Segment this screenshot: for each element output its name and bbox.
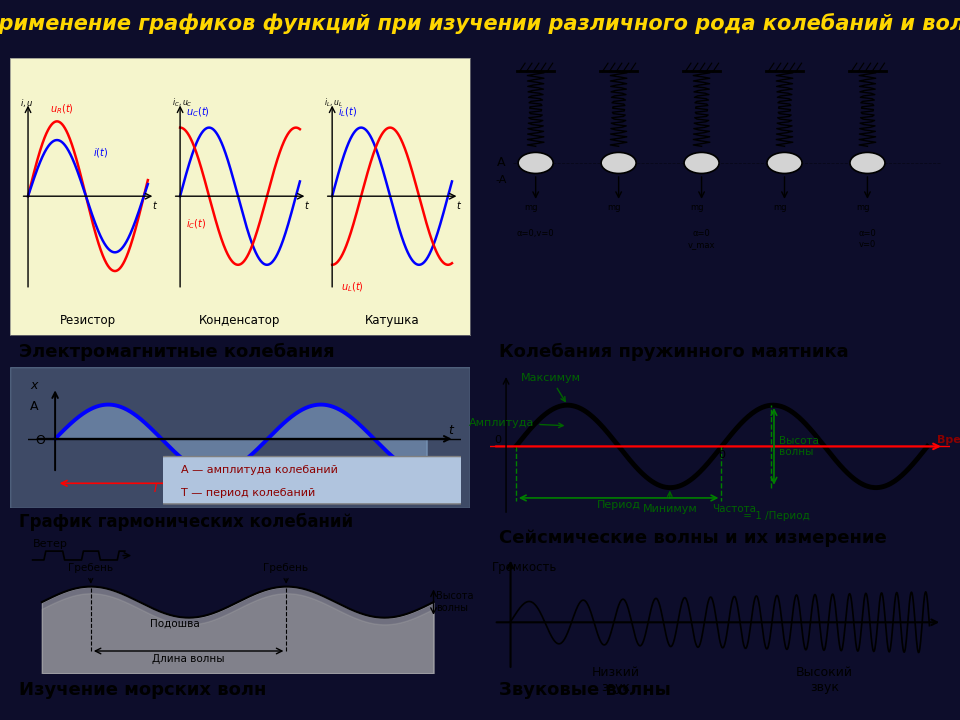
Text: Т — период колебаний: Т — период колебаний xyxy=(181,488,315,498)
Text: Электромагнитные колебания: Электромагнитные колебания xyxy=(19,343,334,361)
Text: Изучение морских волн: Изучение морских волн xyxy=(19,681,266,700)
Circle shape xyxy=(684,153,719,174)
Text: Гребень: Гребень xyxy=(68,563,113,582)
Text: Минимум: Минимум xyxy=(642,492,697,513)
Text: Гребень: Гребень xyxy=(263,563,308,582)
Text: Период: Период xyxy=(596,500,640,510)
Text: График гармонических колебаний: График гармонических колебаний xyxy=(19,513,353,531)
Text: mg: mg xyxy=(608,203,621,212)
Text: α=0
v=0: α=0 v=0 xyxy=(858,230,876,249)
Circle shape xyxy=(767,153,802,174)
Text: Применение графиков функций при изучении различного рода колебаний и волн: Применение графиков функций при изучении… xyxy=(0,13,960,34)
Text: mg: mg xyxy=(524,203,538,212)
Text: 0: 0 xyxy=(718,451,725,460)
Text: Конденсатор: Конденсатор xyxy=(200,315,280,328)
Circle shape xyxy=(601,153,636,174)
Text: Колебания пружинного маятника: Колебания пружинного маятника xyxy=(499,343,849,361)
Text: mg: mg xyxy=(773,203,786,212)
Text: Ветер: Ветер xyxy=(33,539,67,549)
Text: Подошва: Подошва xyxy=(151,618,200,629)
Text: Сейсмические волны и их измерение: Сейсмические волны и их измерение xyxy=(499,528,887,547)
Text: Резистор: Резистор xyxy=(60,315,116,328)
Text: 0: 0 xyxy=(494,435,501,445)
Text: mg: mg xyxy=(690,203,704,212)
Text: Звуковые волны: Звуковые волны xyxy=(499,681,671,700)
Text: Амплитуда: Амплитуда xyxy=(468,418,564,428)
Text: А — амплитуда колебаний: А — амплитуда колебаний xyxy=(181,465,338,475)
Circle shape xyxy=(518,153,553,174)
Text: mg: mg xyxy=(856,203,870,212)
Text: α=0,v=0: α=0,v=0 xyxy=(516,230,555,238)
Text: Катушка: Катушка xyxy=(365,315,420,328)
Text: -A: -A xyxy=(495,174,507,184)
Text: Высокий
звук: Высокий звук xyxy=(796,667,853,694)
Text: Максимум: Максимум xyxy=(521,373,581,402)
Text: Высота
волны: Высота волны xyxy=(436,591,473,613)
Text: Частота: Частота xyxy=(711,504,756,513)
Text: Громкость: Громкость xyxy=(492,561,557,574)
Text: α=0
v_max: α=0 v_max xyxy=(687,230,715,249)
Text: A: A xyxy=(497,156,505,169)
Text: Низкий
звук: Низкий звук xyxy=(591,667,639,694)
Circle shape xyxy=(850,153,885,174)
FancyBboxPatch shape xyxy=(160,456,464,504)
Text: Длина волны: Длина волны xyxy=(153,654,225,664)
Text: = 1 /Период: = 1 /Период xyxy=(740,510,810,521)
Text: Время: Время xyxy=(937,435,960,445)
Text: Высота
волны: Высота волны xyxy=(779,436,819,457)
